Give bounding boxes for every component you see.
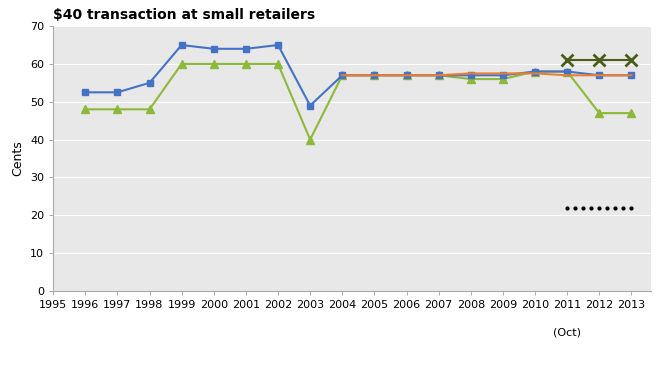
Text: $40 transaction at small retailers: $40 transaction at small retailers — [53, 8, 315, 22]
Text: (Oct): (Oct) — [553, 327, 581, 337]
Y-axis label: Cents: Cents — [11, 141, 25, 176]
